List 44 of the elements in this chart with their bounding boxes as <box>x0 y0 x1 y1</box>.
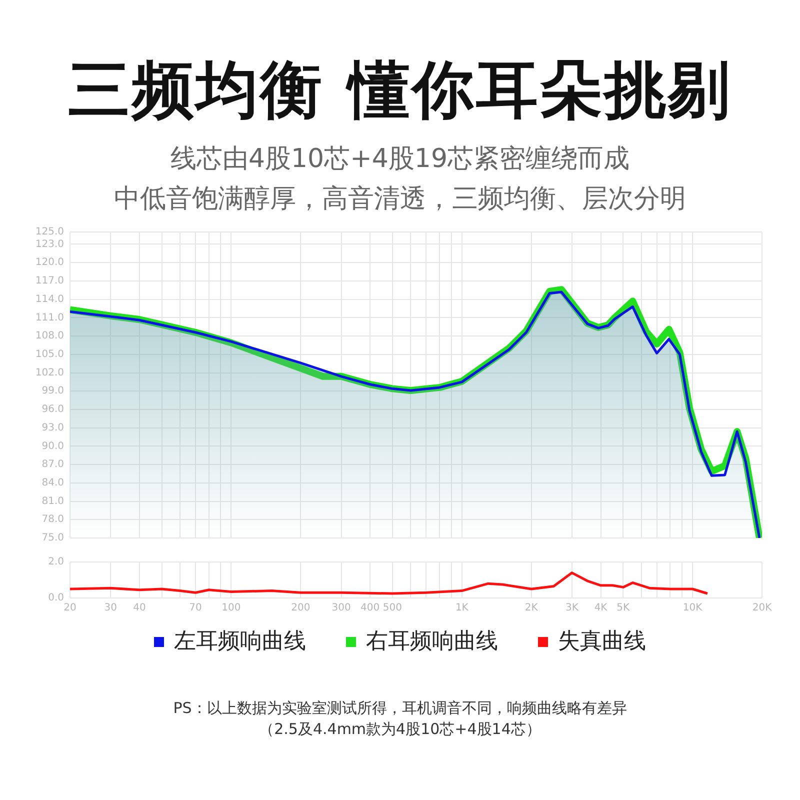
y-tick-label: 99.0 <box>42 386 64 397</box>
y-tick-label: 78.0 <box>42 514 64 526</box>
y-tick-label: 102.0 <box>35 367 64 378</box>
y-tick-label: 87.0 <box>42 459 64 470</box>
y-tick-label: 123.0 <box>35 238 64 250</box>
x-tick-label: 70 <box>189 602 202 614</box>
legend-label: 失真曲线 <box>558 629 646 654</box>
x-tick-label: 1K <box>455 602 469 614</box>
y-tick-label: 90.0 <box>42 440 64 452</box>
y-tick-label: 84.0 <box>42 478 64 489</box>
y-tick-label: 81.0 <box>42 496 64 507</box>
x-tick-label: 300 <box>332 602 351 614</box>
x-tick-label: 40 <box>133 602 146 614</box>
y-tick-label: 114.0 <box>35 294 64 305</box>
x-tick-label: 200 <box>291 602 310 614</box>
y-tick-label: 111.0 <box>35 312 64 324</box>
y-tick-label: 96.0 <box>42 404 64 416</box>
y-tick-label: 105.0 <box>35 348 64 360</box>
x-tick-label: 20 <box>64 602 76 614</box>
legend-label: 右耳频响曲线 <box>366 629 498 654</box>
y-tick-label: 2.0 <box>48 556 64 568</box>
text: PS：以上数据为实验室测试所得，耳机调音不同，响频曲线略有差异 <box>172 698 628 719</box>
x-tick-label: 30 <box>104 602 117 614</box>
text: 中低音饱满醇厚，高音清透，三频均衡、层次分明 <box>113 183 687 216</box>
y-tick-label: 125.0 <box>35 226 64 238</box>
x-tick-label: 2K <box>524 602 538 614</box>
x-tick-label: 20K <box>752 602 772 614</box>
x-tick-label: 500 <box>382 602 402 614</box>
y-tick-label: 75.0 <box>42 532 64 544</box>
text: （2.5及4.4mm款为4股10芯+4股14芯） <box>258 719 542 740</box>
x-tick-label: 400 <box>360 602 380 614</box>
chart-title: 三频均衡 懂你耳朵挑剔 <box>67 52 733 128</box>
x-tick-label: 10K <box>682 602 703 614</box>
x-tick-label: 3K <box>565 602 579 614</box>
legend-label: 左耳频响曲线 <box>174 629 306 654</box>
y-tick-label: 93.0 <box>42 422 64 434</box>
x-tick-label: 4K <box>594 602 608 614</box>
y-tick-label: 120.0 <box>35 257 64 268</box>
x-tick-label: 5K <box>616 602 630 614</box>
y-tick-label: 0.0 <box>48 592 64 604</box>
y-tick-label: 117.0 <box>35 276 64 287</box>
chart-subtitle: 线芯由4股10芯+4股19芯紧密缠绕而成 <box>169 143 631 176</box>
x-tick-label: 100 <box>222 602 241 614</box>
y-tick-label: 108.0 <box>35 330 64 342</box>
